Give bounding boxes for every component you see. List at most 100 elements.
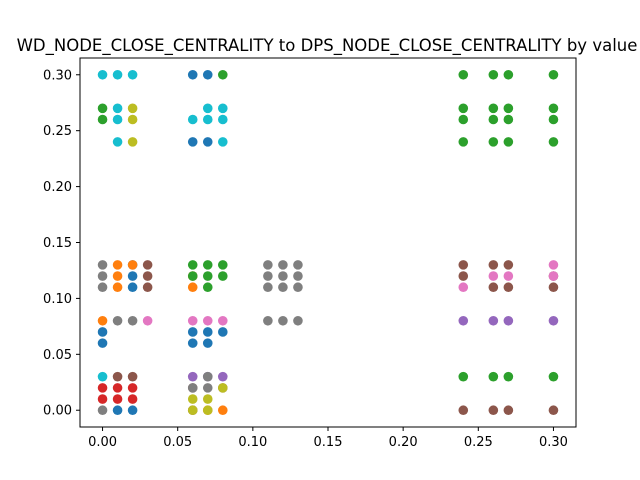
- data-point: [97, 260, 108, 270]
- data-point: [187, 327, 198, 337]
- data-point: [503, 405, 514, 416]
- data-point: [503, 260, 514, 270]
- data-point: [112, 394, 123, 404]
- data-point: [217, 315, 228, 326]
- data-point: [97, 405, 108, 416]
- series-7: [142, 260, 559, 326]
- data-point: [488, 271, 499, 281]
- data-point: [263, 282, 273, 293]
- data-point: [488, 282, 499, 293]
- data-point: [488, 114, 499, 125]
- data-point: [217, 327, 228, 337]
- y-tick-label: 0.00: [43, 404, 72, 419]
- data-point: [97, 282, 108, 293]
- data-point: [187, 282, 198, 293]
- data-point: [187, 405, 198, 416]
- data-point: [548, 271, 559, 281]
- data-point: [202, 260, 213, 270]
- y-tick-label: 0.30: [43, 68, 72, 83]
- data-point: [202, 405, 213, 416]
- data-point: [187, 394, 198, 404]
- series-3: [97, 69, 559, 382]
- data-point: [187, 69, 198, 80]
- data-point: [97, 394, 108, 404]
- data-point: [127, 282, 138, 293]
- data-point: [503, 282, 514, 293]
- y-tick-label: 0.10: [43, 292, 72, 307]
- data-point: [293, 260, 303, 270]
- data-point: [488, 371, 499, 382]
- data-point: [503, 315, 514, 326]
- data-point: [503, 103, 514, 114]
- data-point: [202, 282, 213, 293]
- data-point: [127, 137, 138, 147]
- data-point: [293, 315, 303, 326]
- data-point: [548, 260, 559, 270]
- data-point: [202, 103, 213, 114]
- data-point: [187, 137, 198, 147]
- data-point: [127, 69, 138, 80]
- x-tick-label: 0.00: [88, 435, 117, 450]
- series-1: [97, 69, 228, 416]
- y-tick-label: 0.20: [43, 180, 72, 195]
- data-point: [458, 271, 469, 281]
- data-point: [217, 260, 228, 270]
- x-tick-label: 0.10: [238, 435, 267, 450]
- series-4: [97, 383, 138, 404]
- data-point: [187, 383, 198, 393]
- data-point: [97, 338, 108, 348]
- data-point: [112, 103, 123, 114]
- y-tick-label: 0.15: [43, 236, 72, 251]
- data-point: [142, 315, 153, 326]
- data-point: [488, 405, 499, 416]
- series-5: [187, 315, 559, 382]
- data-point: [187, 114, 198, 125]
- data-point: [548, 405, 559, 416]
- data-point: [127, 371, 138, 382]
- data-point: [202, 137, 213, 147]
- data-point: [127, 383, 138, 393]
- data-point: [278, 282, 288, 293]
- data-point: [127, 114, 138, 125]
- data-point: [458, 405, 469, 416]
- data-point: [112, 69, 123, 80]
- data-point: [187, 260, 198, 270]
- data-point: [217, 271, 228, 281]
- data-point: [187, 338, 198, 348]
- data-point: [202, 383, 213, 393]
- data-point: [217, 69, 228, 80]
- data-point: [548, 103, 559, 114]
- data-point: [97, 103, 108, 114]
- data-point: [458, 69, 469, 80]
- data-point: [503, 271, 514, 281]
- data-point: [142, 282, 153, 293]
- data-point: [263, 271, 273, 281]
- data-point: [458, 282, 469, 293]
- data-point: [97, 371, 108, 382]
- data-point: [548, 315, 559, 326]
- data-point: [458, 114, 469, 125]
- x-tick-label: 0.30: [539, 435, 568, 450]
- data-point: [548, 137, 559, 147]
- data-point: [187, 371, 198, 382]
- data-point: [202, 371, 213, 382]
- data-point: [263, 315, 273, 326]
- data-point: [112, 282, 123, 293]
- data-point: [187, 315, 198, 326]
- data-point: [112, 114, 123, 125]
- data-point: [202, 327, 213, 337]
- data-point: [503, 69, 514, 80]
- series-9: [127, 103, 228, 416]
- data-point: [278, 271, 288, 281]
- data-point: [97, 271, 108, 281]
- data-point: [97, 315, 108, 326]
- data-point: [202, 315, 213, 326]
- data-points: [97, 69, 559, 416]
- series-10: [97, 69, 228, 382]
- x-tick-label: 0.15: [314, 435, 343, 450]
- data-point: [112, 271, 123, 281]
- x-tick-label: 0.20: [389, 435, 418, 450]
- data-point: [127, 405, 138, 416]
